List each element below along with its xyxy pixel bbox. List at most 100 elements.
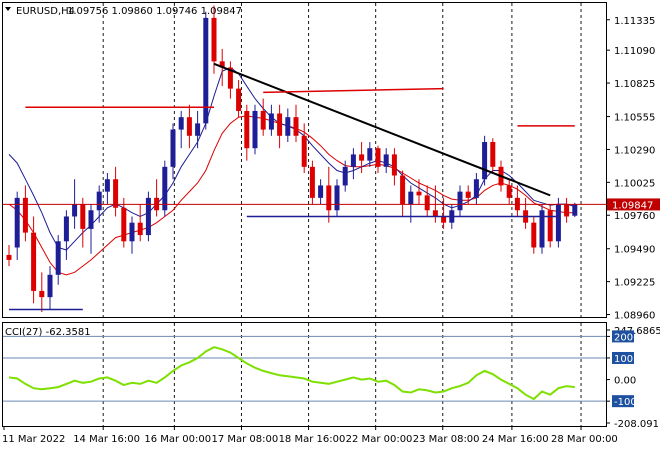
candle [391, 148, 397, 186]
candle [400, 170, 406, 217]
price-tick-label: 1.10290 [614, 145, 655, 156]
candle [457, 185, 463, 217]
time-tick-label: 16 Mar 00:00 [144, 434, 211, 445]
candle [309, 160, 315, 205]
cci-tick-label: 247.6865 [614, 326, 660, 337]
chart-header: EURUSD,H4 1.09756 1.09860 1.09746 1.0984… [5, 6, 242, 17]
candle [80, 197, 86, 248]
candle [383, 148, 389, 174]
candle [22, 185, 28, 242]
candle [424, 185, 430, 217]
candle [252, 104, 258, 155]
trendline-line[interactable] [213, 62, 551, 197]
price-tick-label: 1.10825 [614, 79, 655, 90]
candle [47, 266, 53, 310]
candle [473, 173, 479, 205]
time-axis: 11 Mar 2022 14 Mar 16:00 16 Mar 00:00 17 Ma… [2, 426, 618, 445]
candle [285, 108, 291, 143]
candle [318, 179, 324, 205]
cci-level-lines [3, 335, 606, 402]
candle [63, 210, 69, 260]
time-tick-label: 18 Mar 16:00 [279, 434, 346, 445]
candle [506, 179, 512, 205]
price-tick-label: 1.08960 [614, 311, 655, 322]
candles [6, 5, 578, 313]
candle [14, 191, 20, 260]
cci-label: CCI(27) -62.3581 [5, 327, 91, 338]
candle [113, 166, 119, 217]
candle [211, 5, 217, 74]
current-price-tag: 1.09847 [607, 198, 660, 211]
candle [367, 142, 373, 167]
candle [277, 104, 283, 149]
ma-fast-line [8, 66, 575, 251]
candle [350, 148, 356, 180]
candle [170, 123, 176, 180]
candle [55, 235, 61, 285]
candle [564, 197, 570, 223]
cci-tick-label: 200 [614, 332, 633, 343]
candle [104, 173, 110, 205]
resistance-line[interactable] [263, 87, 444, 94]
candle [555, 197, 561, 248]
candle [342, 160, 348, 192]
candle [121, 197, 127, 248]
price-tick-label: 1.09225 [614, 278, 655, 289]
candle [227, 61, 233, 99]
candle [203, 11, 209, 130]
candle [359, 142, 365, 174]
candle [293, 104, 299, 143]
candle [375, 145, 381, 174]
time-tick-label: 28 Mar 00:00 [551, 434, 618, 445]
time-tick-label: 11 Mar 2022 [2, 434, 65, 445]
chart-frame [2, 2, 607, 427]
candle [236, 79, 242, 118]
cci-tick-label: 0.00 [614, 376, 636, 387]
candle [547, 204, 553, 248]
time-tick-label: 24 Mar 16:00 [482, 434, 549, 445]
drawn-trendlines [3, 62, 606, 311]
price-tick-label: 1.09490 [614, 245, 655, 256]
candle [186, 104, 192, 149]
price-tick-label: 1.11090 [614, 46, 655, 57]
candle [465, 185, 471, 205]
time-tick-label: 17 Mar 08:00 [211, 434, 278, 445]
current-price-label: 1.09847 [612, 200, 653, 211]
cci-level-tag [612, 351, 634, 364]
candle [572, 202, 578, 217]
candle [244, 104, 250, 161]
candle [195, 110, 201, 149]
triangle-down-icon[interactable] [5, 7, 11, 11]
symbol-label: EURUSD,H4 [16, 6, 75, 17]
candle [416, 179, 422, 205]
price-tick-label: 1.10555 [614, 113, 655, 124]
candle [145, 191, 151, 242]
candle [301, 123, 307, 174]
price-axis: 1.11335 1.11090 1.10825 1.10555 1.10290 1.100… [606, 16, 660, 322]
candle [162, 160, 168, 217]
cci-tick-label: 100 [614, 354, 633, 365]
indicator-lines [8, 66, 575, 276]
time-tick-label: 22 Mar 00:00 [346, 434, 413, 445]
candle [129, 216, 135, 254]
candle [178, 110, 184, 149]
candle [441, 197, 447, 229]
ma-slow-line [8, 115, 575, 276]
price-tick-label: 1.09760 [614, 211, 655, 222]
candle [39, 272, 45, 313]
candle [326, 166, 332, 223]
ohlc-readout: 1.09756 1.09860 1.09746 1.09847 [67, 6, 242, 17]
cci-line [8, 346, 575, 401]
cci-series [8, 346, 575, 401]
cci-tick-label: -100 [614, 397, 637, 408]
candle [490, 138, 496, 174]
price-tick-label: 1.11335 [614, 16, 655, 27]
candle [334, 179, 340, 217]
price-tick-label: 1.10025 [614, 178, 655, 189]
candle [88, 204, 94, 254]
candle [260, 98, 266, 136]
cci-level-tag [612, 395, 634, 408]
